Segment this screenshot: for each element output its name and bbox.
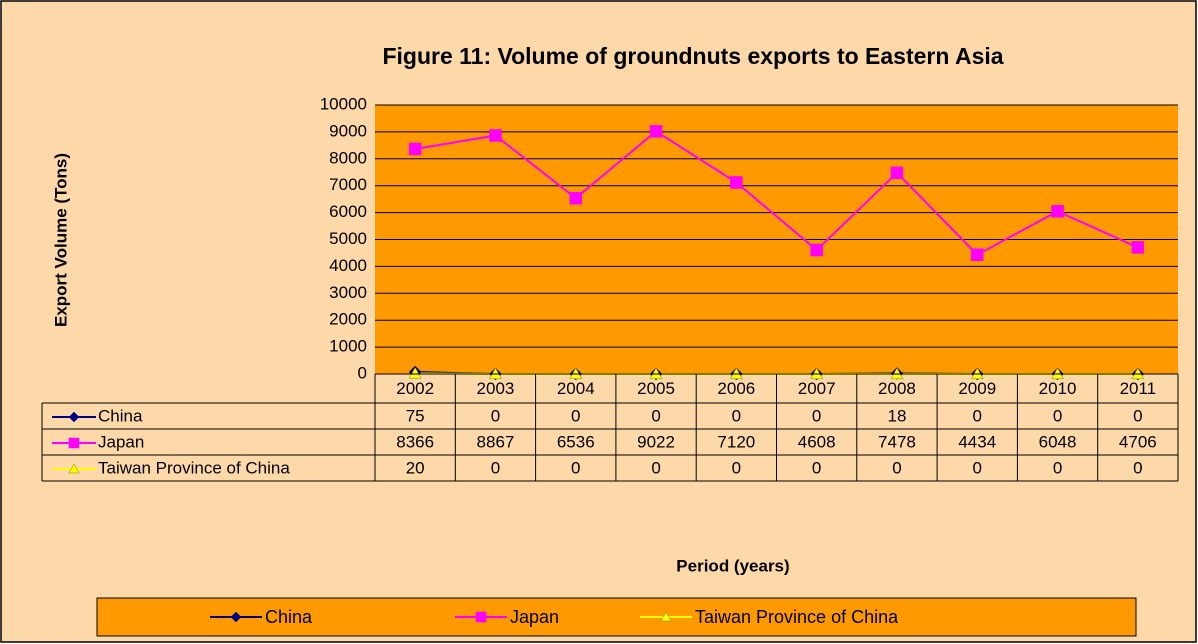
data-marker [890,166,904,180]
table-cell: 0 [973,406,982,425]
table-cell: 75 [406,406,425,425]
table-cell: 0 [1053,406,1062,425]
legend-label: Taiwan Province of China [695,607,899,627]
legend-label: China [265,607,313,627]
table-row-label: Japan [98,432,144,451]
table-cell: 0 [651,458,660,477]
table-cell: 9022 [637,432,675,451]
table-cell: 0 [571,458,580,477]
data-marker [810,367,824,380]
table-cell: 0 [1133,406,1142,425]
y-tick-label: 10000 [320,94,367,113]
data-marker [890,367,904,380]
table-cell: 8366 [396,432,434,451]
table-cell: 4608 [798,432,836,451]
data-marker [1131,241,1145,254]
data-marker [1051,367,1064,380]
table-cell: 0 [812,406,821,425]
legend-marker [660,611,672,622]
table-cell: 4434 [958,432,996,451]
data-marker [649,125,663,138]
table-cell: 18 [887,406,906,425]
table-cell: 0 [732,458,741,477]
data-marker [408,366,422,379]
legend-box [96,597,1137,637]
table-row-label: China [98,406,143,425]
table-cell: 7120 [717,432,755,451]
data-marker [810,243,823,257]
y-tick-label: 0 [358,363,367,382]
table-cell: 0 [571,406,580,425]
y-tick-label: 1000 [329,337,367,356]
table-cell: 20 [406,458,425,477]
table-cell: 0 [892,458,901,477]
data-marker [569,191,582,205]
x-tick-label: 2003 [477,379,515,398]
legend-marker [68,463,80,474]
x-tick-label: 2006 [717,379,755,398]
table-cell: 6048 [1039,432,1077,451]
data-marker [1051,205,1064,218]
data-marker [569,367,583,380]
table-cell: 0 [491,458,500,477]
table-row-label: Taiwan Province of China [98,458,290,477]
y-tick-label: 8000 [329,148,367,167]
data-marker [971,248,984,261]
data-marker [489,367,502,380]
x-tick-label: 2005 [637,379,675,398]
y-tick-label: 3000 [329,283,367,302]
chart-title: Figure 11: Volume of groundnuts exports … [382,43,1003,69]
data-marker [730,176,743,189]
legend-marker [68,411,80,423]
x-tick-label: 2002 [396,379,434,398]
legend-marker [475,611,487,623]
data-marker [649,367,663,380]
x-tick-label: 2011 [1120,379,1157,398]
table-cell: 4706 [1119,432,1157,451]
x-tick-label: 2008 [878,379,916,398]
table-cell: 8867 [477,432,515,451]
data-marker [408,142,422,156]
table-cell: 7478 [878,432,916,451]
y-tick-label: 4000 [329,256,367,275]
legend-marker [230,611,242,623]
data-marker [489,129,502,142]
y-tick-label: 9000 [329,121,367,140]
table-cell: 0 [1133,458,1142,477]
y-tick-label: 2000 [329,310,367,329]
x-tick-label: 2009 [958,379,996,398]
legend-label: Japan [510,607,559,627]
data-marker [1131,367,1145,380]
table-cell: 0 [812,458,821,477]
table-cell: 0 [491,406,500,425]
table-cell: 0 [651,406,660,425]
table-cell: 6536 [557,432,595,451]
series-line [414,130,1139,256]
table-cell: 0 [1053,458,1062,477]
data-marker [729,367,743,380]
x-tick-label: 2007 [798,379,836,398]
table-cell: 0 [732,406,741,425]
y-tick-label: 7000 [329,175,367,194]
x-tick-label: 2010 [1039,379,1077,398]
table-cell: 0 [973,458,982,477]
y-tick-label: 6000 [329,202,367,221]
data-marker [970,367,984,380]
legend-marker [68,437,80,449]
y-axis-label: Export Volume (Tons) [51,153,70,327]
x-axis-label: Period (years) [676,556,789,575]
x-tick-label: 2004 [557,379,595,398]
y-tick-label: 5000 [329,229,367,248]
